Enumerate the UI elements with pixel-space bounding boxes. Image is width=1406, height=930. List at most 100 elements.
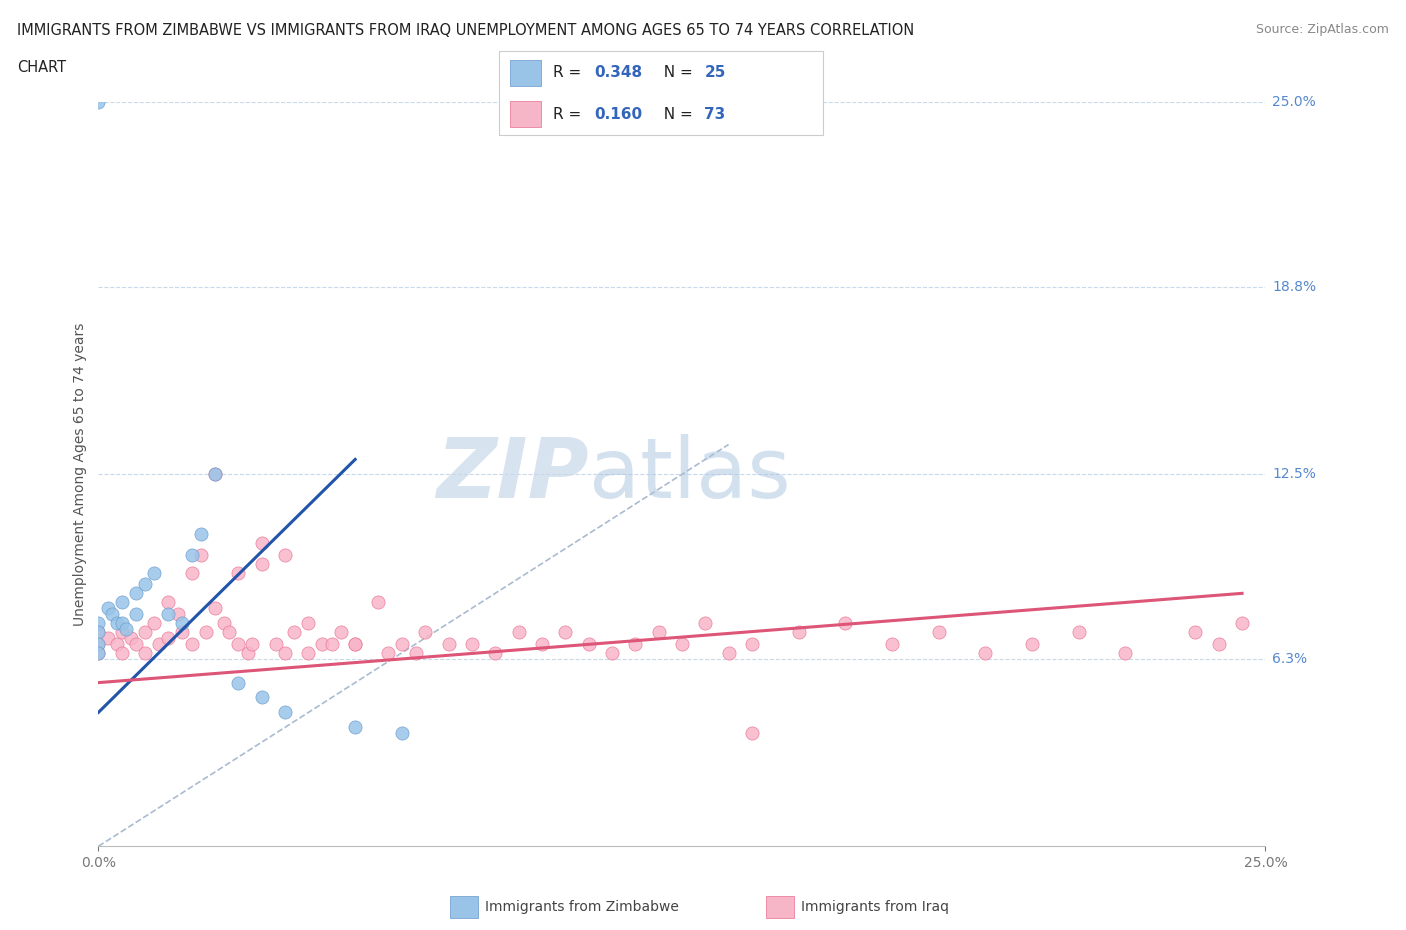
Point: [461, 636, 484, 651]
Text: 73: 73: [704, 107, 725, 122]
Point: [508, 625, 530, 640]
Point: [311, 636, 333, 651]
Text: 0.160: 0.160: [595, 107, 643, 122]
Point: [105, 636, 128, 651]
Point: [204, 601, 226, 616]
Point: [377, 645, 399, 660]
Point: [283, 625, 305, 640]
Point: [530, 636, 553, 651]
Point: [264, 636, 287, 651]
Point: [87, 625, 110, 640]
Point: [111, 616, 134, 631]
Point: [204, 467, 226, 482]
Point: [87, 636, 110, 651]
Point: [87, 645, 110, 660]
Text: 25.0%: 25.0%: [1272, 95, 1316, 110]
Text: Source: ZipAtlas.com: Source: ZipAtlas.com: [1256, 23, 1389, 36]
Point: [134, 577, 156, 591]
Text: Immigrants from Iraq: Immigrants from Iraq: [801, 899, 949, 914]
Point: [214, 616, 236, 631]
Point: [1230, 616, 1253, 631]
Point: [148, 636, 170, 651]
Point: [437, 636, 460, 651]
Text: Immigrants from Zimbabwe: Immigrants from Zimbabwe: [485, 899, 679, 914]
Point: [87, 636, 110, 651]
Point: [695, 616, 717, 631]
Point: [157, 606, 180, 621]
Point: [974, 645, 997, 660]
Point: [330, 625, 353, 640]
Point: [1208, 636, 1230, 651]
Point: [87, 625, 110, 640]
Point: [115, 621, 138, 636]
Point: [484, 645, 506, 660]
Point: [111, 595, 134, 610]
Point: [274, 547, 297, 562]
Point: [190, 547, 212, 562]
Point: [1021, 636, 1043, 651]
Point: [194, 625, 217, 640]
Text: CHART: CHART: [17, 60, 66, 75]
Point: [671, 636, 693, 651]
Text: atlas: atlas: [589, 433, 790, 515]
Point: [321, 636, 343, 651]
Point: [647, 625, 669, 640]
Point: [834, 616, 856, 631]
Point: [1184, 625, 1206, 640]
Text: N =: N =: [654, 107, 697, 122]
Point: [143, 616, 166, 631]
Point: [172, 616, 194, 631]
Point: [157, 631, 180, 645]
Point: [274, 705, 297, 720]
Point: [297, 645, 319, 660]
Point: [125, 636, 148, 651]
Point: [741, 725, 763, 740]
Point: [157, 595, 180, 610]
Point: [578, 636, 600, 651]
Text: 0.348: 0.348: [595, 65, 643, 80]
Point: [928, 625, 950, 640]
Point: [717, 645, 740, 660]
Text: N =: N =: [654, 65, 697, 80]
Point: [228, 636, 250, 651]
Point: [250, 556, 273, 571]
Point: [600, 645, 623, 660]
Text: 18.8%: 18.8%: [1272, 280, 1316, 294]
Point: [413, 625, 436, 640]
Point: [787, 625, 810, 640]
Point: [1067, 625, 1090, 640]
Point: [134, 625, 156, 640]
Point: [87, 95, 110, 110]
Point: [180, 547, 202, 562]
Point: [367, 595, 389, 610]
Point: [172, 625, 194, 640]
Point: [274, 645, 297, 660]
Point: [297, 616, 319, 631]
Point: [1114, 645, 1136, 660]
Point: [405, 645, 427, 660]
Point: [250, 536, 273, 551]
Point: [391, 636, 413, 651]
Point: [87, 616, 110, 631]
Text: 25: 25: [704, 65, 725, 80]
Point: [97, 601, 120, 616]
Point: [204, 467, 226, 482]
Point: [105, 616, 128, 631]
Point: [250, 690, 273, 705]
Point: [87, 645, 110, 660]
Point: [111, 625, 134, 640]
Point: [242, 636, 264, 651]
Point: [344, 636, 367, 651]
Point: [228, 675, 250, 690]
Point: [554, 625, 576, 640]
Point: [344, 720, 367, 735]
Text: IMMIGRANTS FROM ZIMBABWE VS IMMIGRANTS FROM IRAQ UNEMPLOYMENT AMONG AGES 65 TO 7: IMMIGRANTS FROM ZIMBABWE VS IMMIGRANTS F…: [17, 23, 914, 38]
Point: [190, 526, 212, 541]
Point: [624, 636, 647, 651]
Text: R =: R =: [553, 65, 586, 80]
Point: [228, 565, 250, 580]
Point: [97, 631, 120, 645]
Point: [236, 645, 259, 660]
Point: [880, 636, 903, 651]
Point: [218, 625, 240, 640]
